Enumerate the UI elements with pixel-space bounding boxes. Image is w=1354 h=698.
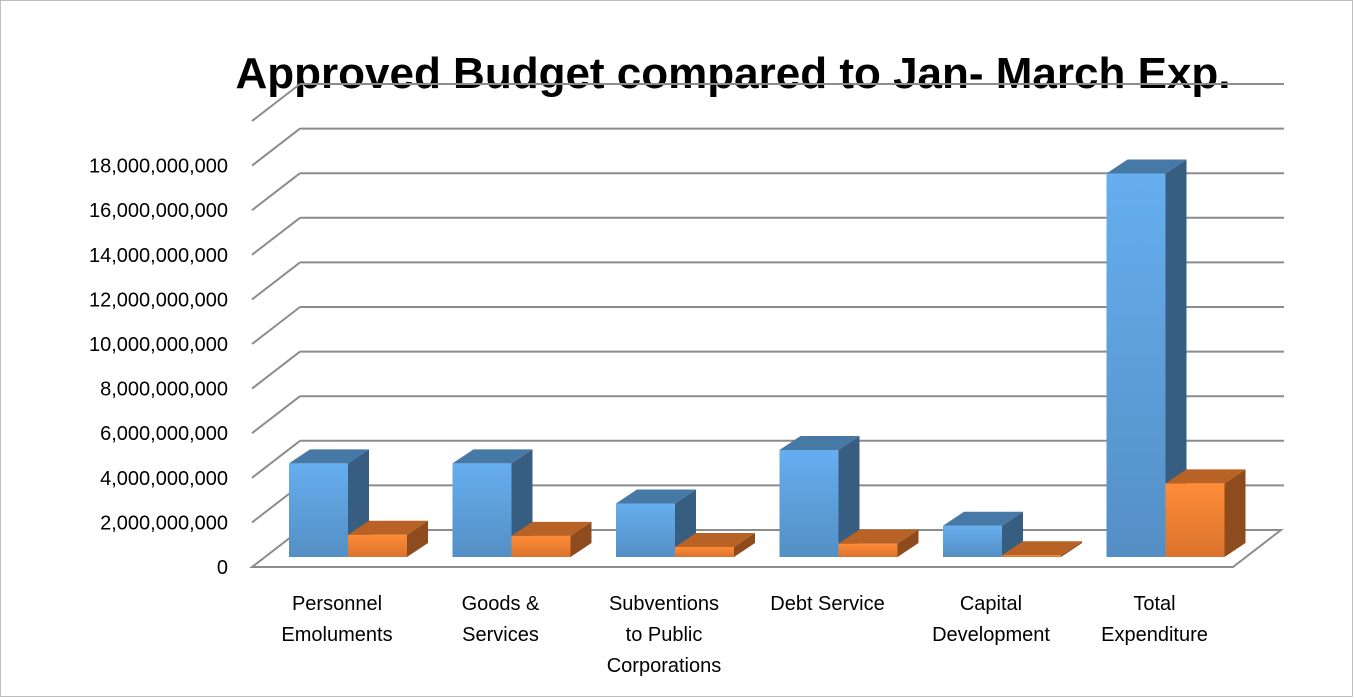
- bar-side: [838, 435, 860, 557]
- bar-top: [289, 449, 369, 464]
- gridline-side: [251, 395, 301, 434]
- bar-top: [779, 435, 860, 450]
- bar-front: [1106, 173, 1166, 557]
- bar-front: [1165, 483, 1225, 557]
- bar: [675, 532, 755, 557]
- gridline-side: [251, 440, 301, 479]
- bar-front: [838, 543, 898, 557]
- bar-front: [779, 449, 839, 557]
- y-tick-label: 0: [217, 557, 228, 579]
- bar: [452, 449, 533, 557]
- bar-top: [1002, 541, 1082, 556]
- bar-front: [675, 546, 734, 557]
- bar-front: [289, 463, 348, 557]
- bar-front: [1002, 555, 1061, 557]
- bar-top: [1106, 159, 1187, 174]
- bar-front: [348, 534, 407, 557]
- gridline-side: [251, 261, 301, 301]
- bar: [1002, 541, 1082, 557]
- bar-side: [1061, 541, 1082, 557]
- category-labels: Personnel Emoluments Goods & Services Subven…: [281, 593, 1207, 677]
- y-tick-label: 18,000,000,000: [89, 156, 228, 178]
- category-label: Development: [932, 624, 1050, 646]
- bar: [838, 529, 919, 557]
- bar-top: [616, 489, 696, 504]
- bar-side: [570, 521, 592, 557]
- category-label: Goods &: [462, 593, 540, 615]
- y-tick-label: 14,000,000,000: [89, 245, 228, 267]
- bar-front: [511, 535, 571, 557]
- category-label: Services: [462, 624, 539, 646]
- y-tick-label: 4,000,000,000: [100, 468, 228, 490]
- category-label: Expenditure: [1101, 624, 1208, 646]
- y-tick-label: 16,000,000,000: [89, 200, 228, 222]
- category-label: Capital: [960, 593, 1022, 615]
- bar: [289, 449, 369, 557]
- category-label: Subventions: [609, 593, 719, 615]
- bar-side: [734, 532, 755, 557]
- category-label: Corporations: [607, 655, 722, 677]
- y-tick-label: 2,000,000,000: [100, 512, 228, 534]
- gridline-side: [251, 217, 301, 256]
- floor-outline: [249, 529, 1284, 568]
- bar-front: [943, 525, 1002, 557]
- chart-floor: [249, 529, 1284, 568]
- y-tick-label: 12,000,000,000: [89, 289, 228, 311]
- category-label: to Public: [626, 624, 703, 646]
- y-tick-label: 6,000,000,000: [100, 423, 228, 445]
- bar-top: [838, 529, 919, 544]
- bar-front: [452, 463, 512, 557]
- gridline-side: [251, 350, 301, 390]
- bar: [616, 489, 696, 557]
- bar: [1106, 159, 1187, 557]
- bar-side: [1165, 159, 1187, 557]
- y-tick-label: 8,000,000,000: [100, 379, 228, 401]
- gridline-side: [251, 306, 301, 345]
- bar-top: [943, 511, 1023, 526]
- bar: [348, 520, 428, 557]
- gridline-side: [251, 127, 301, 167]
- bars: [289, 159, 1246, 557]
- gridline-side: [251, 83, 301, 122]
- category-label: Debt Service: [770, 593, 885, 615]
- bar-top: [1165, 469, 1246, 484]
- bar-front: [616, 503, 675, 557]
- bar-top: [452, 449, 533, 464]
- category-label: Personnel: [292, 593, 382, 615]
- bar: [779, 435, 860, 557]
- bar-side: [1224, 469, 1246, 557]
- bar: [1165, 469, 1246, 557]
- chart-title: Approved Budget compared to Jan- March E…: [235, 49, 1230, 98]
- bar: [511, 521, 592, 557]
- category-label: Emoluments: [281, 624, 392, 646]
- y-tick-label: 10,000,000,000: [89, 334, 228, 356]
- bar-side: [897, 529, 919, 557]
- gridline-side: [251, 172, 301, 211]
- y-axis-ticks: 0 2,000,000,000 4,000,000,000 6,000,000,000…: [89, 156, 228, 579]
- bar-top: [675, 532, 755, 547]
- bar-side: [407, 520, 428, 557]
- category-label: Total: [1133, 593, 1175, 615]
- bar-top: [511, 521, 592, 536]
- bar-top: [348, 520, 428, 535]
